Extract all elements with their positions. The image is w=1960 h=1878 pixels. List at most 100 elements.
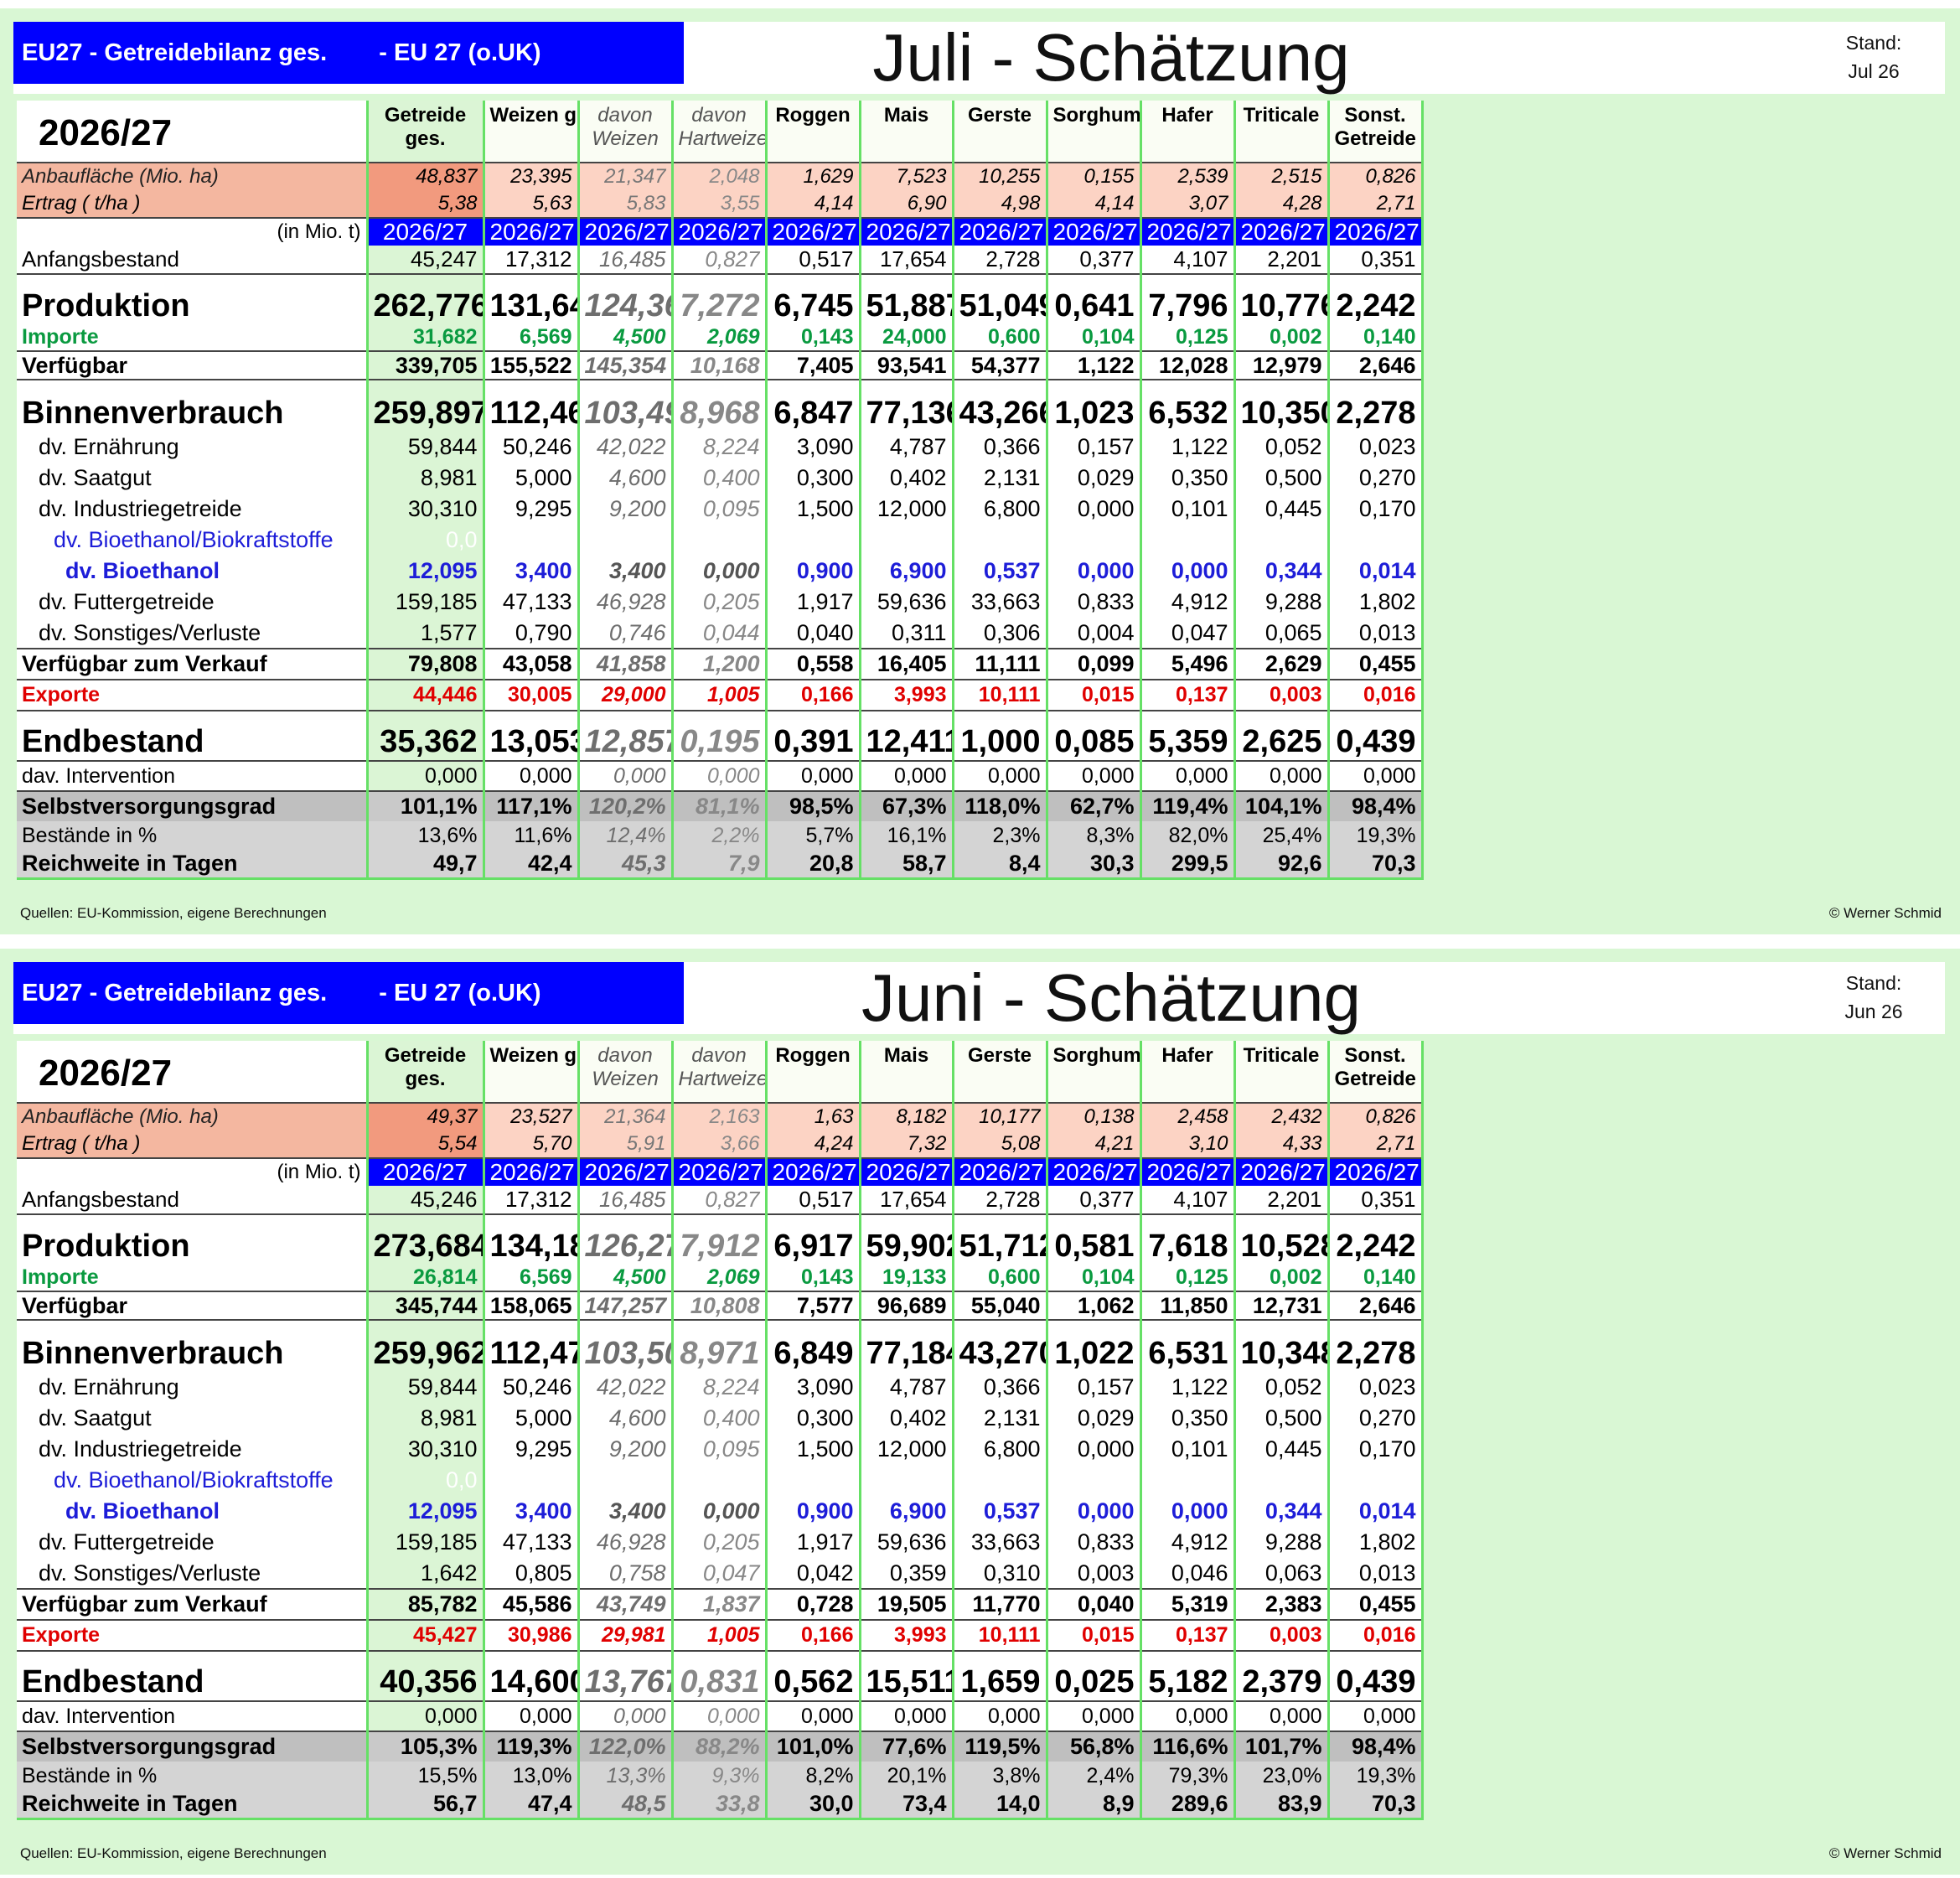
cell-value: 0,445 bbox=[1233, 1434, 1328, 1465]
cell-value: 8,981 bbox=[365, 1403, 484, 1434]
cell-value: 0,143 bbox=[764, 324, 860, 352]
cell-value: 5,08 bbox=[951, 1130, 1047, 1159]
banner-title: EU27 - Getreidebilanz ges. bbox=[22, 979, 328, 1006]
cell-value: 2026/27 bbox=[858, 1158, 953, 1186]
row-label: (in Mio. t) bbox=[17, 1158, 367, 1186]
cell-value: 30,005 bbox=[482, 680, 578, 711]
cell-value: 5,91 bbox=[577, 1130, 672, 1159]
cell-value: 42,022 bbox=[577, 432, 672, 463]
cell-value: 0,205 bbox=[670, 587, 766, 618]
row-label: Anbaufläche (Mio. ha) bbox=[17, 163, 367, 190]
cell-value: 4,21 bbox=[1045, 1130, 1140, 1159]
cell-value: 0,000 bbox=[1045, 556, 1140, 587]
column-header-line1: davon bbox=[691, 104, 747, 127]
cell-value: 0,170 bbox=[1326, 1434, 1424, 1465]
column-header-line1: Weizen ges. bbox=[489, 1044, 579, 1067]
cell-value: 0,0 bbox=[482, 525, 578, 556]
cell-value: 0,155 bbox=[1045, 163, 1140, 190]
cell-value: 20,1% bbox=[858, 1762, 953, 1790]
cell-value: 0,0 bbox=[764, 1465, 860, 1496]
cell-value: 0,758 bbox=[577, 1558, 672, 1589]
cell-value: 273,684 bbox=[365, 1213, 484, 1265]
cell-value: 48,5 bbox=[577, 1790, 672, 1820]
cell-value: 45,3 bbox=[577, 850, 672, 880]
column-header: Hafer bbox=[1139, 1041, 1234, 1104]
cell-value: 4,107 bbox=[1139, 246, 1234, 274]
column-header-line1: Mais bbox=[883, 1044, 929, 1067]
row-end: Endbestand 40,35614,60013,7670,8310,56215… bbox=[17, 1651, 1424, 1701]
cell-value: 5,54 bbox=[365, 1130, 484, 1159]
header-banner: EU27 - Getreidebilanz ges. - EU 27 (o.UK) bbox=[13, 962, 684, 1024]
cell-value: 0,140 bbox=[1326, 1265, 1424, 1292]
cell-value: 6,849 bbox=[764, 1320, 860, 1372]
row-label: dv. Industriegetreide bbox=[39, 496, 242, 521]
cell-value: 7,618 bbox=[1139, 1213, 1234, 1265]
row-label: dv. Futtergetreide bbox=[39, 1529, 215, 1555]
cell-value: 21,347 bbox=[577, 163, 672, 190]
cell-value: 2,131 bbox=[951, 463, 1047, 494]
cell-value: 45,246 bbox=[365, 1186, 484, 1214]
cell-value: 2026/27 bbox=[951, 218, 1047, 246]
column-header-line2: Getreide bbox=[1334, 127, 1416, 150]
cell-value: 13,0% bbox=[482, 1762, 578, 1790]
cell-value: 0,029 bbox=[1045, 463, 1140, 494]
cell-value: 1,062 bbox=[1045, 1291, 1140, 1321]
cell-value: 41,858 bbox=[577, 648, 672, 680]
cell-value: 0,581 bbox=[1045, 1213, 1140, 1265]
cell-value: 0,170 bbox=[1326, 494, 1424, 525]
cell-value: 2,515 bbox=[1233, 163, 1328, 190]
column-header: Getreide ges. bbox=[365, 101, 484, 163]
cell-value: 4,28 bbox=[1233, 190, 1328, 219]
cell-value: 0,0 bbox=[951, 525, 1047, 556]
cell-value: 0,000 bbox=[365, 760, 484, 791]
column-header: Triticale bbox=[1233, 1041, 1328, 1104]
cell-value: 0,003 bbox=[1233, 680, 1328, 711]
cell-value: 0,270 bbox=[1326, 1403, 1424, 1434]
row-yield: Ertrag ( t/ha ) 5,38 5,63 5,83 3,55 4,14 6,90 4… bbox=[17, 190, 1424, 219]
cell-value: 101,0% bbox=[764, 1731, 860, 1762]
row-label: Endbestand bbox=[22, 1664, 204, 1700]
cell-value: 4,98 bbox=[951, 190, 1047, 219]
cell-value: 5,70 bbox=[482, 1130, 578, 1159]
cell-value: 12,411 bbox=[858, 711, 953, 761]
cell-value: 8,3% bbox=[1045, 821, 1140, 850]
column-header-line1: Gerste bbox=[967, 1044, 1032, 1067]
row-biok: dv. Bioethanol/Biokraftstoffe 0,0 0,0 0,0 0,… bbox=[17, 1465, 1424, 1496]
cell-value: 30,0 bbox=[764, 1790, 860, 1820]
cell-value: 2,201 bbox=[1233, 1186, 1328, 1214]
cell-value: 7,523 bbox=[858, 163, 953, 190]
cell-value: 0,445 bbox=[1233, 494, 1328, 525]
row-label: Importe bbox=[17, 324, 367, 352]
cell-value: 0,044 bbox=[670, 618, 766, 649]
cell-value: 19,133 bbox=[858, 1265, 953, 1292]
cell-value: 101,1% bbox=[365, 790, 484, 821]
cell-value: 35,362 bbox=[365, 711, 484, 761]
cell-value: 1,000 bbox=[951, 711, 1047, 761]
cell-value: 3,400 bbox=[577, 1496, 672, 1527]
cell-value: 6,900 bbox=[858, 1496, 953, 1527]
cell-value: 2,379 bbox=[1233, 1651, 1328, 1701]
cell-value: 2026/27 bbox=[1139, 218, 1234, 246]
cell-value: 3,400 bbox=[482, 1496, 578, 1527]
cell-value: 0,351 bbox=[1326, 246, 1424, 274]
cell-value: 0,790 bbox=[482, 618, 578, 649]
row-label: Importe bbox=[17, 1265, 367, 1292]
cell-value: 15,5% bbox=[365, 1762, 484, 1790]
cell-value: 51,887 bbox=[858, 273, 953, 324]
cell-value: 2026/27 bbox=[482, 1158, 578, 1186]
cell-value: 2,069 bbox=[670, 324, 766, 352]
cell-value: 4,33 bbox=[1233, 1130, 1328, 1159]
cell-value: 1,577 bbox=[365, 618, 484, 649]
cell-value: 0,143 bbox=[764, 1265, 860, 1292]
cell-value: 0,0 bbox=[670, 1465, 766, 1496]
cell-value: 8,981 bbox=[365, 463, 484, 494]
cell-value: 98,5% bbox=[764, 790, 860, 821]
row-biok: dv. Bioethanol/Biokraftstoffe 0,0 0,0 0,0 0,… bbox=[17, 525, 1424, 556]
cell-value: 0,641 bbox=[1045, 273, 1140, 324]
cell-value: 83,9 bbox=[1233, 1790, 1328, 1820]
cell-value: 0,040 bbox=[1045, 1588, 1140, 1621]
cell-value: 0,015 bbox=[1045, 680, 1140, 711]
cell-value: 14,0 bbox=[951, 1790, 1047, 1820]
cell-value: 0,166 bbox=[764, 680, 860, 711]
